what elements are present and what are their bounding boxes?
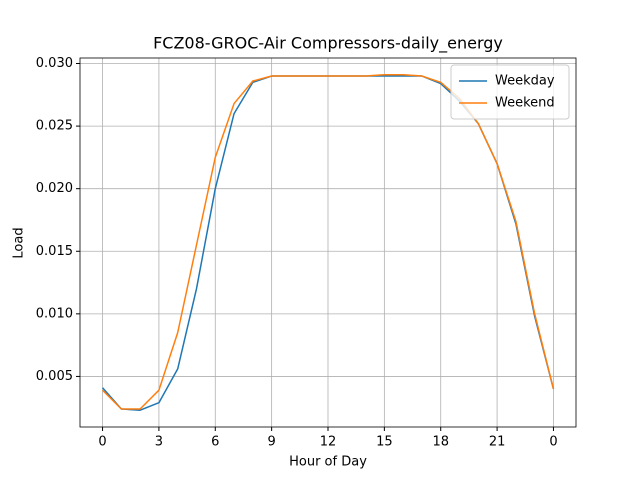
legend-label: Weekend [495, 96, 555, 111]
x-tick-label: 0 [549, 435, 557, 450]
plot-frame [79, 57, 577, 428]
y-tick-label: 0.020 [36, 181, 73, 196]
y-axis-label: Load [12, 227, 27, 258]
y-tick-label: 0.025 [36, 119, 73, 134]
y-tick-label: 0.015 [36, 244, 73, 259]
y-tick-label: 0.005 [36, 369, 73, 384]
x-tick-label: 15 [376, 435, 393, 450]
x-tick-label: 9 [267, 435, 275, 450]
x-tick-label: 18 [432, 435, 449, 450]
legend-label: Weekday [495, 74, 555, 89]
x-tick-label: 3 [155, 435, 163, 450]
chart-title: FCZ08-GROC-Air Compressors-daily_energy [153, 34, 503, 54]
y-tick-label: 0.010 [36, 306, 73, 321]
x-tick-label: 6 [211, 435, 219, 450]
x-tick-label: 12 [320, 435, 337, 450]
legend-box [450, 64, 570, 120]
x-tick-label: 21 [489, 435, 506, 450]
y-tick-label: 0.030 [36, 56, 73, 71]
x-axis-label: Hour of Day [289, 455, 367, 470]
x-tick-label: 0 [98, 435, 106, 450]
series-line [102, 74, 555, 410]
